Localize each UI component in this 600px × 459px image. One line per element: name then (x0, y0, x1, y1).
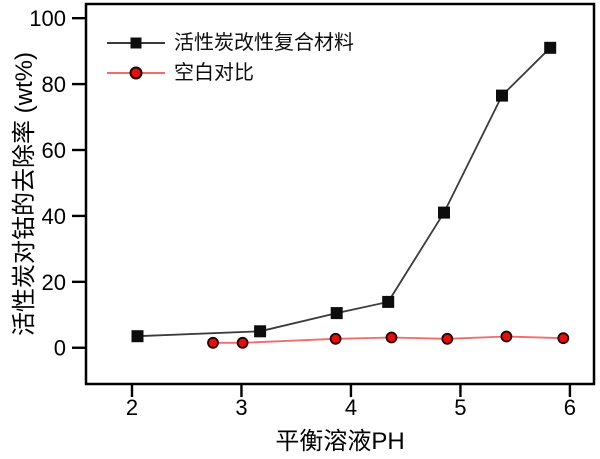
y-tick-label: 20 (42, 270, 66, 295)
y-tick-label: 80 (42, 72, 66, 97)
data-point-circle (441, 332, 454, 345)
x-tick-label: 4 (345, 395, 357, 420)
y-tick-label: 60 (42, 138, 66, 163)
x-tick-label: 3 (235, 395, 247, 420)
data-point-square (382, 295, 395, 308)
y-tick-label: 40 (42, 204, 66, 229)
data-point-square (254, 325, 267, 338)
x-tick-label: 5 (454, 395, 466, 420)
data-point-square (496, 89, 508, 102)
data-point-square (330, 307, 343, 320)
data-point-circle (557, 332, 570, 345)
data-point-square (544, 41, 557, 54)
y-axis-label: 活性炭对钴的去除率 (wt%) (11, 52, 38, 336)
x-axis-label: 平衡溶液PH (275, 428, 405, 455)
legend-item: 空白对比 (107, 60, 354, 86)
data-point-circle (500, 330, 513, 343)
plot-frame (84, 2, 596, 386)
x-tick-label: 6 (564, 395, 576, 420)
data-point-circle (207, 336, 219, 349)
data-point-square (131, 330, 144, 343)
legend-item: 活性炭改性复合材料 (107, 30, 354, 56)
data-point-square (438, 206, 450, 219)
data-point-circle (385, 331, 398, 344)
data-point-circle (329, 332, 342, 345)
data-point-circle (236, 336, 249, 349)
legend-sample (107, 36, 165, 50)
circle-marker-icon (129, 66, 143, 80)
y-tick-label: 100 (29, 6, 66, 31)
legend-label: 活性炭改性复合材料 (174, 32, 354, 54)
square-marker-icon (130, 37, 142, 49)
legend-sample (107, 66, 165, 80)
series-line (137, 47, 551, 338)
legend: 活性炭改性复合材料 空白对比 (107, 30, 354, 90)
legend-label: 空白对比 (174, 62, 254, 84)
x-tick-label: 2 (126, 395, 138, 420)
y-tick-label: 0 (54, 336, 66, 361)
